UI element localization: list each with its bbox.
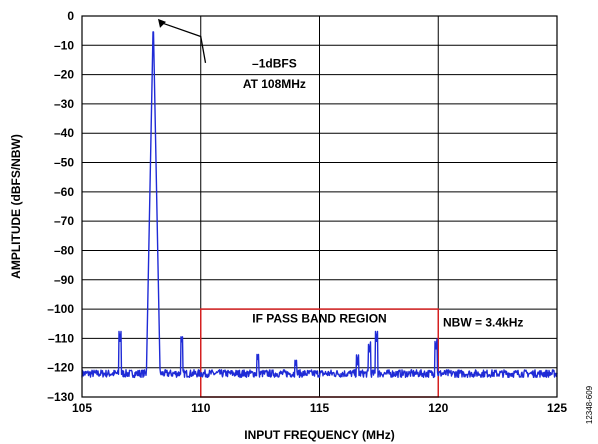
region-label: IF PASS BAND REGION [252,311,386,325]
y-tick-label: –70 [54,214,74,228]
figure-id: 12348-609 [585,385,594,424]
y-tick-label: –30 [54,97,74,111]
axis-ticks: 105 110 115 120 125 0 –10 –20 –30 –40 –50 –60 –70 –80… [47,9,567,415]
x-tick-label: 125 [547,401,567,415]
y-tick-label: –50 [54,156,74,170]
y-tick-label: –80 [54,243,74,257]
x-tick-label: 105 [72,401,92,415]
y-tick-label: –130 [47,390,74,404]
spectrum-line [81,31,558,379]
y-tick-label: –20 [54,68,74,82]
y-tick-label: –100 [47,302,74,316]
peak-arrow-head [158,18,166,28]
x-tick-label: 115 [310,401,330,415]
x-tick-label: 120 [428,401,448,415]
y-tick-label: –90 [54,273,74,287]
y-tick-label: –120 [47,361,74,375]
peak-arrow-line [161,22,207,64]
y-tick-label: –60 [54,185,74,199]
y-tick-label: –110 [48,331,74,345]
y-tick-label: 0 [67,9,74,23]
peak-annotation-frequency: AT 108MHz [243,77,306,91]
nbw-label: NBW = 3.4kHz [443,316,523,330]
annotations: –1dBFS AT 108MHz IF PASS BAND REGION NBW = … [158,18,523,330]
grid-lines [82,16,557,397]
x-axis-title: INPUT FREQUENCY (MHz) [244,428,394,442]
y-axis-title: AMPLITUDE (dBFS/NBW) [9,134,23,279]
spectrum-trace [81,31,558,379]
y-tick-label: –10 [54,38,74,52]
y-tick-label: –40 [54,126,74,140]
peak-annotation-level: –1dBFS [252,56,297,70]
plot-frame [81,15,558,398]
x-tick-label: 110 [191,401,211,415]
